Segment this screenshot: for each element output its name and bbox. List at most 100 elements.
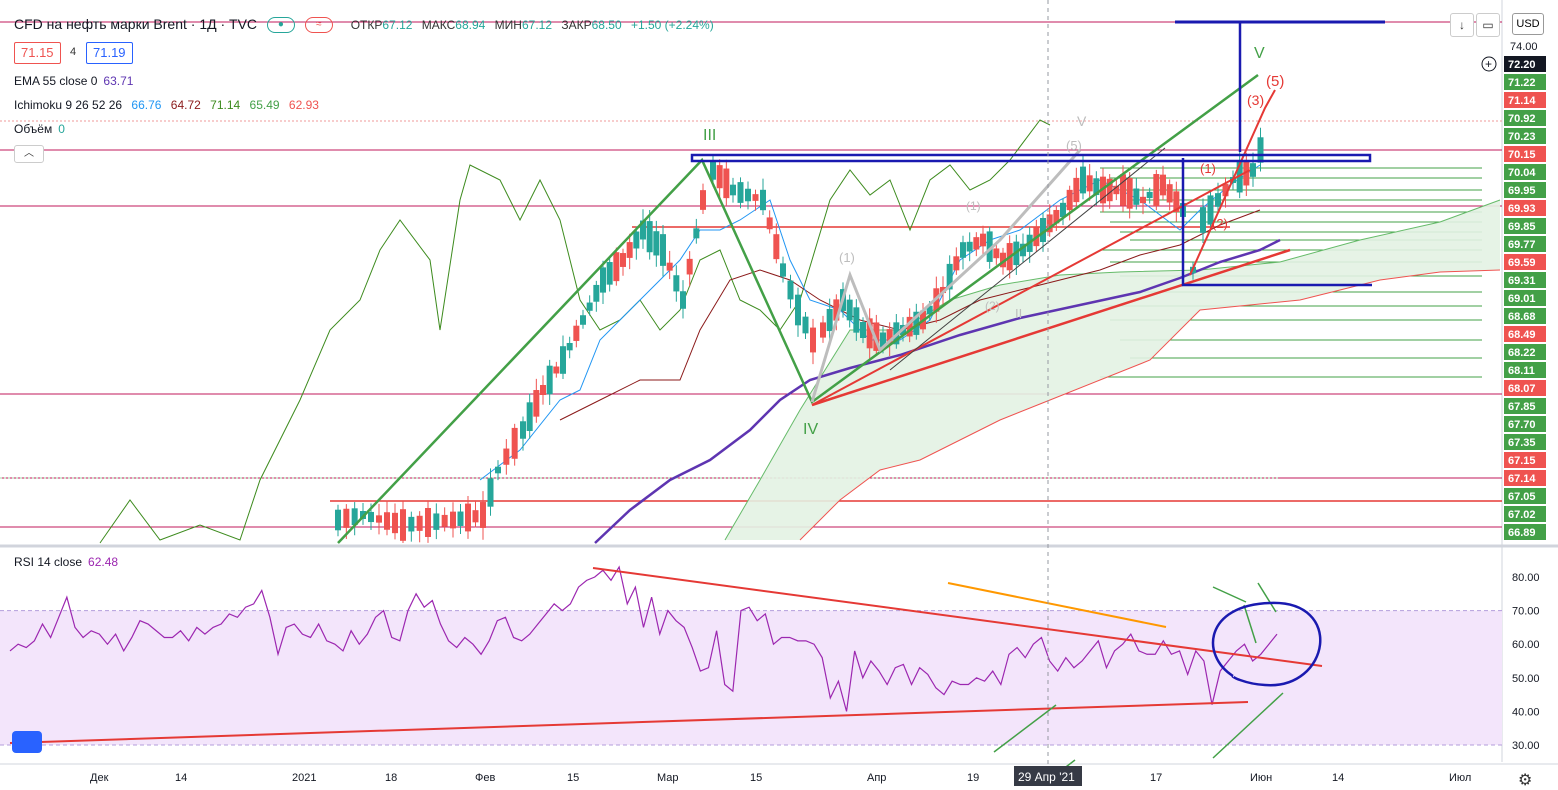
candle (723, 168, 730, 199)
candle (503, 448, 510, 465)
gear-icon[interactable]: ⚙ (1518, 772, 1533, 789)
data-status-icon[interactable]: ● (266, 17, 295, 34)
price-tick-label: 70.15 (1508, 149, 1536, 161)
ichimoku-legend[interactable]: Ichimoku 9 26 52 26 66.76 64.72 71.14 65… (14, 98, 319, 112)
price-tag (1504, 92, 1546, 108)
wave-label-v: V (1254, 45, 1265, 62)
candle (620, 253, 626, 267)
candle (980, 233, 986, 247)
volume-legend[interactable]: Объём 0 (14, 122, 65, 136)
wave-label-grey-1b: (1) (966, 199, 981, 213)
price-tag (1504, 452, 1546, 468)
candle (646, 221, 653, 253)
candle (600, 267, 606, 293)
wave-label-red-1: (1) (1200, 161, 1216, 176)
blue-level-box (690, 153, 1372, 163)
candle (660, 234, 666, 266)
price-tag (1504, 56, 1546, 72)
price-tag (1504, 326, 1546, 342)
price-tick-label: 68.11 (1508, 365, 1535, 377)
price-tag (1504, 236, 1546, 252)
symbol-name: CFD на нефть марки Brent · 1Д · TVC (14, 16, 258, 32)
price-tick-label: 67.05 (1508, 491, 1536, 503)
candle (1243, 161, 1250, 186)
candle (580, 315, 586, 325)
market-status-icon[interactable]: ≈ (304, 17, 333, 34)
candle (820, 322, 826, 338)
rsi-highlight-circle (1211, 601, 1322, 687)
time-tick-label: 14 (175, 772, 187, 784)
candle (745, 188, 751, 202)
candle (450, 511, 456, 529)
candle (1000, 252, 1006, 268)
candle (416, 515, 423, 531)
time-tick-label: Дек (90, 772, 109, 784)
price-tick-label: 68.07 (1508, 383, 1536, 395)
price-tick-label: 72.20 (1508, 59, 1536, 71)
candle (1250, 163, 1256, 177)
candle (520, 421, 526, 439)
candle (1020, 243, 1026, 257)
price-tag (1504, 146, 1546, 162)
wave-label-red-5: (5) (1266, 73, 1284, 90)
candle (487, 478, 494, 507)
price-tag (1504, 110, 1546, 126)
candle (953, 256, 960, 271)
price-tick-label: 70.92 (1508, 113, 1536, 125)
candle (1257, 137, 1264, 163)
price-tick-label: 67.35 (1508, 437, 1536, 449)
rsi-line (9, 565, 1278, 712)
candle (1146, 191, 1153, 199)
candle (926, 305, 933, 315)
candle (993, 248, 1000, 259)
tradingview-logo-icon[interactable] (12, 731, 42, 753)
candle (553, 366, 560, 374)
candle (1120, 174, 1126, 206)
bid-price-button[interactable]: 71.15 (14, 42, 61, 64)
restore-icon[interactable]: ▭ (1476, 13, 1500, 37)
time-tick-label: Фев (475, 772, 495, 784)
price-tag (1504, 164, 1546, 180)
wave-label-grey-5: (5) (1066, 138, 1082, 153)
price-tick-label: 67.02 (1508, 509, 1536, 521)
candle (716, 165, 723, 189)
price-tag (1504, 74, 1546, 90)
price-tag (1504, 200, 1546, 216)
rsi-tick-label: 60.00 (1512, 639, 1540, 651)
price-tick-label: 69.31 (1508, 275, 1536, 287)
candle (766, 217, 773, 230)
candle (946, 263, 953, 290)
candle (606, 262, 613, 285)
ask-price-button[interactable]: 71.19 (86, 42, 133, 64)
candle (351, 508, 358, 526)
arrow-down-icon[interactable]: ↓ (1450, 13, 1474, 37)
ema-legend[interactable]: EMA 55 close 0 63.71 (14, 74, 134, 88)
chevron-up-icon[interactable]: ︿ (14, 145, 44, 163)
candle (906, 316, 913, 337)
candle (384, 512, 390, 530)
candle (710, 160, 716, 180)
price-tick-label: 69.93 (1508, 203, 1536, 215)
price-tag (1504, 488, 1546, 504)
candle (787, 280, 794, 300)
currency-button[interactable]: USD (1512, 13, 1544, 35)
candle (1200, 207, 1206, 233)
candle (613, 252, 620, 282)
price-tag (1504, 182, 1546, 198)
price-tag (1504, 218, 1546, 234)
candle (425, 508, 431, 537)
candle (986, 231, 993, 262)
time-tick-label: 15 (750, 772, 762, 784)
candle (760, 189, 766, 211)
candle (686, 258, 693, 275)
rsi-legend[interactable]: RSI 14 close 62.48 (14, 555, 119, 569)
rsi-tick-label: 40.00 (1512, 706, 1540, 718)
candle (511, 427, 518, 459)
price-tag (1504, 380, 1546, 396)
candle (1222, 183, 1229, 197)
candle (853, 307, 860, 333)
rsi-tick-label: 80.00 (1512, 572, 1540, 584)
price-tag (1504, 434, 1546, 450)
time-tick-label: Июн (1250, 772, 1272, 784)
